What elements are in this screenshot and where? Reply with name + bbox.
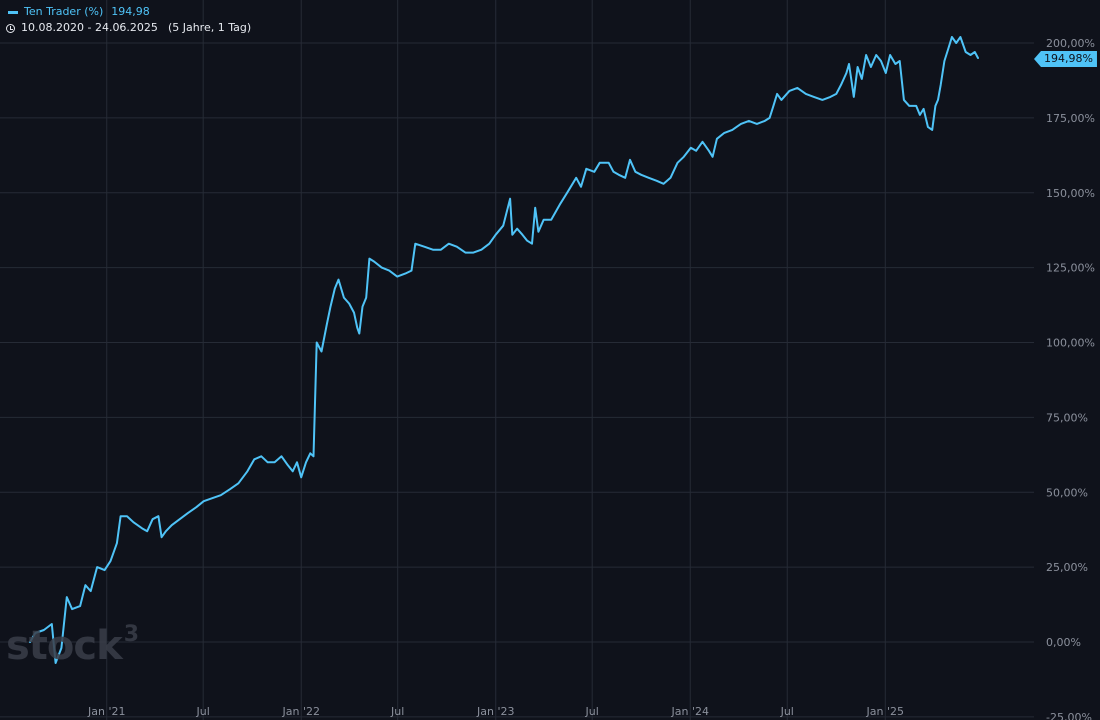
y-tick-label: 200,00% [1046, 37, 1095, 50]
stock3-watermark: stock3 [6, 622, 139, 669]
x-tick-label: Jul [585, 705, 599, 718]
legend-series-label: Ten Trader (%) [24, 5, 104, 18]
series-layer [29, 36, 979, 664]
y-tick-label: 150,00% [1046, 187, 1095, 200]
x-tick-label: Jan '24 [671, 705, 709, 718]
y-tick-label: 50,00% [1046, 486, 1088, 499]
x-tick-label: Jan '25 [866, 705, 904, 718]
y-tick-label: -25,00% [1046, 711, 1092, 720]
clock-icon [6, 23, 15, 33]
legend-period: (5 Jahre, 1 Tag) [167, 21, 252, 34]
x-tick-label: Jan '23 [476, 705, 514, 718]
legend-series-row[interactable]: Ten Trader (%) 194,98 [6, 4, 251, 20]
last-value-badge: 194,98% [1034, 51, 1097, 67]
watermark-sup: 3 [123, 622, 139, 647]
y-tick-label: 0,00% [1046, 636, 1081, 649]
x-tick-label: Jan '22 [281, 705, 319, 718]
y-tick-label: 175,00% [1046, 112, 1095, 125]
x-axis-ticks: Jan '21 Jul Jan '22 Jul Jan '23 Jul Jan '24 Jul… [87, 705, 904, 718]
chart-legend: Ten Trader (%) 194,98 10.08.2020 - 24.06… [6, 4, 251, 36]
x-tick-label: Jul [780, 705, 794, 718]
y-tick-label: 100,00% [1046, 337, 1095, 350]
y-tick-label: 25,00% [1046, 561, 1088, 574]
y-axis-ticks: -25,00% 0,00% 25,00% 50,00% 75,00% 100,00% 125… [1046, 37, 1095, 720]
y-tick-label: 75,00% [1046, 411, 1088, 424]
series-line-ten-trader[interactable] [29, 36, 979, 664]
legend-range-row: 10.08.2020 - 24.06.2025 (5 Jahre, 1 Tag) [6, 20, 251, 36]
watermark-text: stock [6, 623, 123, 669]
x-tick-label: Jul [390, 705, 404, 718]
x-tick-label: Jul [196, 705, 210, 718]
series-color-swatch [8, 10, 18, 14]
x-tick-label: Jan '21 [87, 705, 125, 718]
y-tick-label: 125,00% [1046, 262, 1095, 275]
grid-lines [0, 0, 1034, 720]
legend-last-value: 194,98 [111, 5, 150, 18]
legend-date-range: 10.08.2020 - 24.06.2025 [21, 21, 158, 34]
